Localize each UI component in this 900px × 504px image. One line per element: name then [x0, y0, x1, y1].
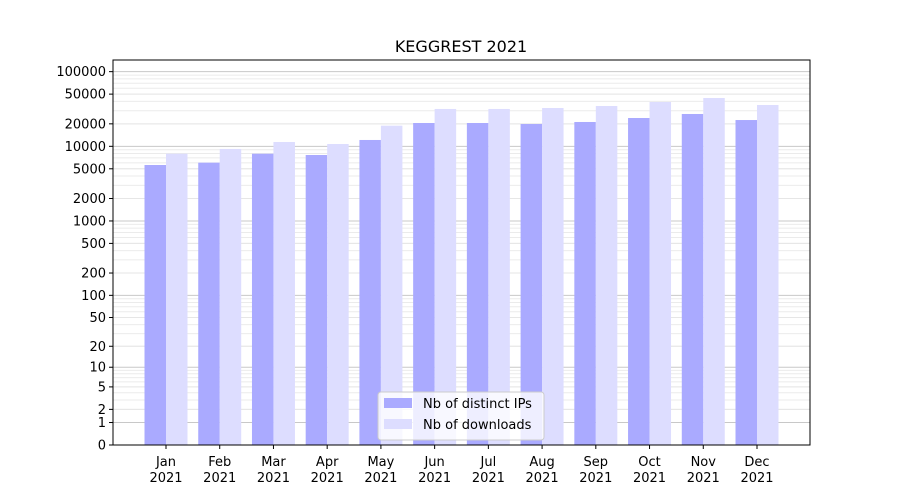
- x-tick-label: 2021: [526, 471, 559, 486]
- legend-label: Nb of downloads: [423, 418, 532, 433]
- bar-downloads: [219, 148, 242, 445]
- bar-distinct-ips: [305, 155, 328, 446]
- legend-swatch: [384, 398, 412, 408]
- x-tick-label: 2021: [149, 471, 182, 486]
- legend-box: [377, 391, 545, 441]
- y-tick-label: 20: [89, 340, 106, 355]
- x-tick-label: May: [367, 455, 394, 470]
- bar-downloads: [380, 125, 403, 445]
- bar-distinct-ips: [681, 113, 704, 445]
- bar-downloads: [166, 153, 188, 445]
- x-tick-label: 2021: [472, 471, 505, 486]
- x-tick-label: 2021: [687, 471, 720, 486]
- x-tick-label: Oct: [638, 455, 660, 470]
- y-tick-label: 10: [89, 361, 106, 376]
- x-tick-label: Jun: [423, 455, 444, 470]
- legend-label: Nb of distinct IPs: [423, 397, 532, 412]
- x-tick-label: 2021: [740, 471, 773, 486]
- bar-distinct-ips: [735, 120, 757, 445]
- x-tick-label: Mar: [261, 455, 286, 470]
- x-axis: Jan2021Feb2021Mar2021Apr2021May2021Jun20…: [149, 445, 774, 486]
- y-tick-label: 1: [98, 416, 106, 431]
- y-tick-label: 20000: [65, 117, 106, 132]
- chart-title: KEGGREST 2021: [395, 37, 527, 56]
- bar-downloads: [434, 108, 457, 446]
- bar-downloads: [488, 108, 510, 446]
- x-tick-label: 2021: [257, 471, 290, 486]
- bar-distinct-ips: [574, 121, 596, 446]
- x-tick-label: 2021: [203, 471, 236, 486]
- y-tick-label: 2: [98, 403, 106, 418]
- x-tick-label: 2021: [311, 471, 344, 486]
- legend-swatch: [384, 419, 412, 429]
- y-tick-label: 50: [89, 311, 106, 326]
- x-tick-label: 2021: [418, 471, 451, 486]
- x-tick-label: 2021: [633, 471, 666, 486]
- x-tick-label: Nov: [691, 455, 717, 470]
- bar-downloads: [703, 98, 725, 445]
- bar-distinct-ips: [198, 162, 220, 445]
- x-tick-label: 2021: [364, 471, 397, 486]
- bar-downloads: [757, 105, 779, 445]
- bar-distinct-ips: [466, 123, 489, 446]
- bar-downloads: [273, 142, 295, 445]
- y-tick-label: 1000: [73, 214, 106, 229]
- x-tick-label: Aug: [529, 455, 554, 470]
- bar-distinct-ips: [628, 118, 650, 445]
- bar-distinct-ips: [359, 139, 381, 445]
- y-tick-label: 5000: [73, 162, 106, 177]
- y-tick-label: 200: [81, 267, 106, 282]
- x-tick-label: Sep: [584, 455, 609, 470]
- y-tick-label: 0: [98, 439, 106, 454]
- bar-distinct-ips: [144, 165, 166, 446]
- plot-frame: [112, 59, 811, 446]
- bar-distinct-ips: [520, 124, 543, 445]
- bar-downloads: [649, 101, 672, 446]
- legend: Nb of distinct IPs Nb of downloads: [377, 391, 545, 441]
- bars: [144, 98, 779, 446]
- y-axis: 0 12 5 10 20 50 100 200 500 1000 2000 5000 10000 2000…: [56, 65, 113, 454]
- y-tick-label: 50000: [65, 88, 106, 103]
- x-tick-label: Jan: [155, 455, 176, 470]
- x-tick-label: Apr: [316, 455, 339, 470]
- bar-distinct-ips: [413, 123, 435, 446]
- bar-downloads: [542, 107, 564, 446]
- y-tick-label: 100000: [56, 65, 106, 80]
- x-tick-label: 2021: [579, 471, 612, 486]
- y-tick-label: 100: [81, 289, 106, 304]
- y-tick-label: 10000: [65, 140, 106, 155]
- bar-downloads: [327, 144, 349, 445]
- x-tick-label: Dec: [744, 455, 769, 470]
- y-tick-label: 5: [98, 380, 106, 395]
- x-tick-label: Feb: [208, 455, 231, 470]
- bar-downloads: [595, 106, 618, 446]
- x-tick-label: Jul: [480, 455, 497, 470]
- y-tick-label: 500: [81, 237, 106, 252]
- y-tick-label: 2000: [73, 192, 106, 207]
- bar-distinct-ips: [251, 153, 274, 445]
